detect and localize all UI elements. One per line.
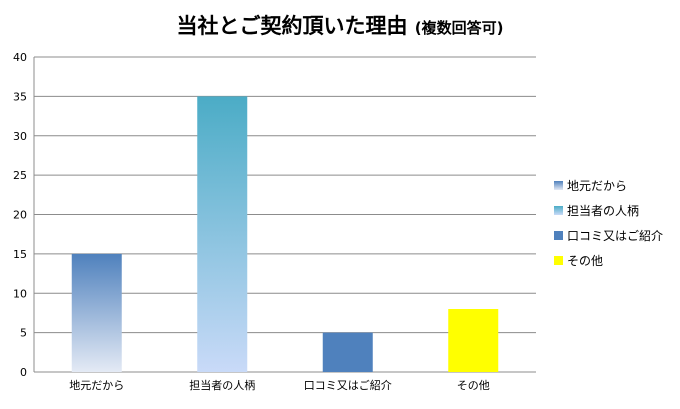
- legend-swatch: [554, 231, 563, 240]
- y-tick-label: 5: [20, 327, 27, 340]
- x-tick-label: その他: [457, 379, 490, 392]
- y-tick-label: 10: [13, 287, 27, 300]
- x-tick-label: 地元だから: [69, 379, 124, 392]
- chart-subtitle: (複数回答可): [414, 19, 504, 37]
- legend-label: 地元だから: [567, 179, 627, 193]
- bar: [71, 253, 122, 372]
- y-tick-label: 30: [13, 130, 27, 143]
- bar: [448, 309, 499, 372]
- x-tick-label: 口コミ又はご紹介: [304, 378, 392, 392]
- bar: [322, 332, 373, 372]
- y-tick-label: 25: [13, 169, 27, 182]
- y-tick-label: 20: [13, 209, 27, 222]
- x-tick-label: 担当者の人柄: [189, 378, 255, 392]
- legend-swatch: [554, 206, 563, 215]
- y-tick-label: 35: [13, 90, 27, 103]
- y-tick-label: 40: [13, 51, 27, 64]
- legend-label: その他: [567, 254, 603, 268]
- legend-swatch: [554, 256, 563, 265]
- y-tick-label: 15: [13, 248, 27, 261]
- y-tick-label: 0: [20, 366, 27, 379]
- legend-swatch: [554, 181, 563, 190]
- chart-title: 当社とご契約頂いた理由: [176, 14, 408, 38]
- legend-label: 口コミ又はご紹介: [567, 228, 663, 243]
- legend-label: 担当者の人柄: [567, 204, 639, 218]
- bar: [197, 96, 248, 372]
- chart-title-block: 当社とご契約頂いた理由 (複数回答可): [0, 10, 680, 40]
